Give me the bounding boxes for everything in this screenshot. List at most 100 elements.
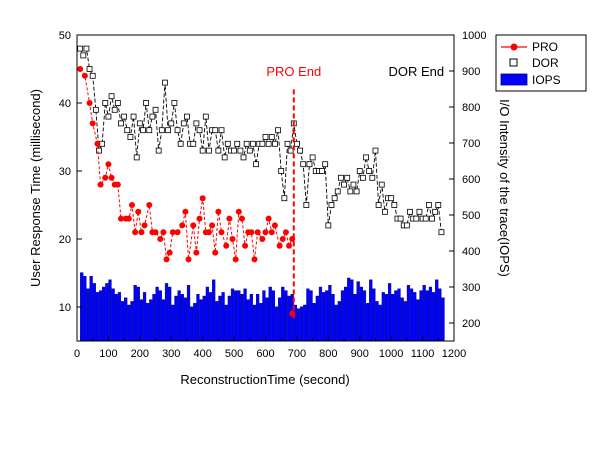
pro-point xyxy=(279,236,286,242)
legend-dor-marker xyxy=(509,58,518,67)
iops-bar xyxy=(161,299,166,341)
x-tick-label: 1000 xyxy=(379,348,403,360)
dor-point xyxy=(237,147,244,154)
dor-point xyxy=(108,93,115,100)
iops-bar xyxy=(218,295,222,341)
iops-bar xyxy=(375,301,379,341)
dor-point xyxy=(215,147,222,154)
y-tick-label-right: 600 xyxy=(462,174,480,186)
dor-point xyxy=(397,215,404,222)
iops-bar xyxy=(237,290,241,341)
dor-point xyxy=(328,202,335,208)
pro-point xyxy=(132,229,139,236)
iops-bar xyxy=(343,286,348,341)
iops-bar xyxy=(337,301,341,341)
dor-point xyxy=(378,181,385,188)
pro-point xyxy=(223,242,230,249)
dor-point xyxy=(438,229,445,236)
pro-point xyxy=(218,229,225,236)
iops-bar xyxy=(111,288,115,341)
pro-point xyxy=(238,215,245,222)
iops-bar xyxy=(384,294,389,341)
pro-point xyxy=(229,236,236,242)
dor-point xyxy=(250,140,256,147)
y-axis-left-ticks: 10 20 30 40 50 xyxy=(59,30,82,314)
dor-point xyxy=(206,147,212,154)
iops-bar xyxy=(221,292,225,341)
dor-point xyxy=(180,120,187,127)
dor-point xyxy=(381,208,388,215)
pro-point xyxy=(199,195,206,202)
dor-point xyxy=(155,147,162,154)
pro-point xyxy=(193,249,200,256)
iops-bar xyxy=(224,304,228,341)
pro-point xyxy=(276,242,283,249)
iops-bar xyxy=(142,292,147,341)
pro-end-annotation: PRO End xyxy=(266,64,321,79)
dor-point xyxy=(136,120,143,127)
iops-bar xyxy=(158,290,162,341)
iops-bar xyxy=(196,294,200,341)
pro-point xyxy=(81,72,88,79)
iops-bar xyxy=(409,288,414,341)
dor-point xyxy=(193,120,200,127)
legend-iops-swatch xyxy=(500,73,528,86)
iops-bar xyxy=(83,276,87,341)
dor-point xyxy=(174,127,181,134)
iops-bar xyxy=(300,306,304,341)
pro-point xyxy=(190,222,197,229)
iops-bar xyxy=(265,297,269,341)
dor-point xyxy=(287,147,294,154)
y-tick-label-right: 900 xyxy=(462,66,480,78)
dor-point xyxy=(240,154,247,161)
pro-point xyxy=(157,236,164,242)
pro-point xyxy=(89,120,96,127)
dor-point xyxy=(92,106,99,113)
iops-bar xyxy=(174,295,178,341)
dor-point xyxy=(331,195,338,202)
dor-point xyxy=(218,127,225,134)
pro-point xyxy=(108,174,115,181)
iops-bar xyxy=(287,295,291,341)
iops-bar xyxy=(312,303,316,341)
iops-bar xyxy=(413,292,417,341)
iops-bar xyxy=(193,303,197,341)
dor-point xyxy=(149,113,156,120)
iops-bar xyxy=(293,304,297,341)
dor-point xyxy=(272,140,278,147)
dor-point xyxy=(347,188,354,195)
iops-bar xyxy=(419,290,423,341)
pro-point xyxy=(163,256,170,263)
pro-point xyxy=(114,181,121,188)
x-tick-label: 200 xyxy=(131,348,149,360)
dor-point xyxy=(391,202,398,208)
iops-bar xyxy=(114,294,118,341)
dor-point xyxy=(366,168,373,174)
pro-point xyxy=(86,100,93,106)
pro-point xyxy=(169,229,176,236)
iops-bar xyxy=(328,285,332,341)
iops-bar xyxy=(86,288,90,341)
pro-point xyxy=(248,229,255,236)
dor-point xyxy=(130,113,137,120)
dor-point xyxy=(199,147,206,154)
iops-bar xyxy=(256,294,260,341)
iops-bar xyxy=(89,276,93,341)
iops-bar xyxy=(120,301,125,341)
y-tick-label-left: 20 xyxy=(59,234,71,246)
dor-point xyxy=(190,140,197,147)
iops-bar xyxy=(240,294,244,341)
iops-bar xyxy=(259,303,263,341)
x-tick-label: 700 xyxy=(288,348,306,360)
iops-bar xyxy=(281,286,285,341)
dor-point xyxy=(243,140,250,147)
dor-point xyxy=(231,147,237,154)
dor-point xyxy=(89,72,96,79)
dor-point xyxy=(105,113,112,120)
iops-bar xyxy=(102,286,106,341)
iops-bar xyxy=(359,286,363,341)
pro-point xyxy=(94,140,101,147)
y-axis-left-label: User Response Time (millisecond) xyxy=(28,89,43,287)
dor-point xyxy=(284,140,291,147)
